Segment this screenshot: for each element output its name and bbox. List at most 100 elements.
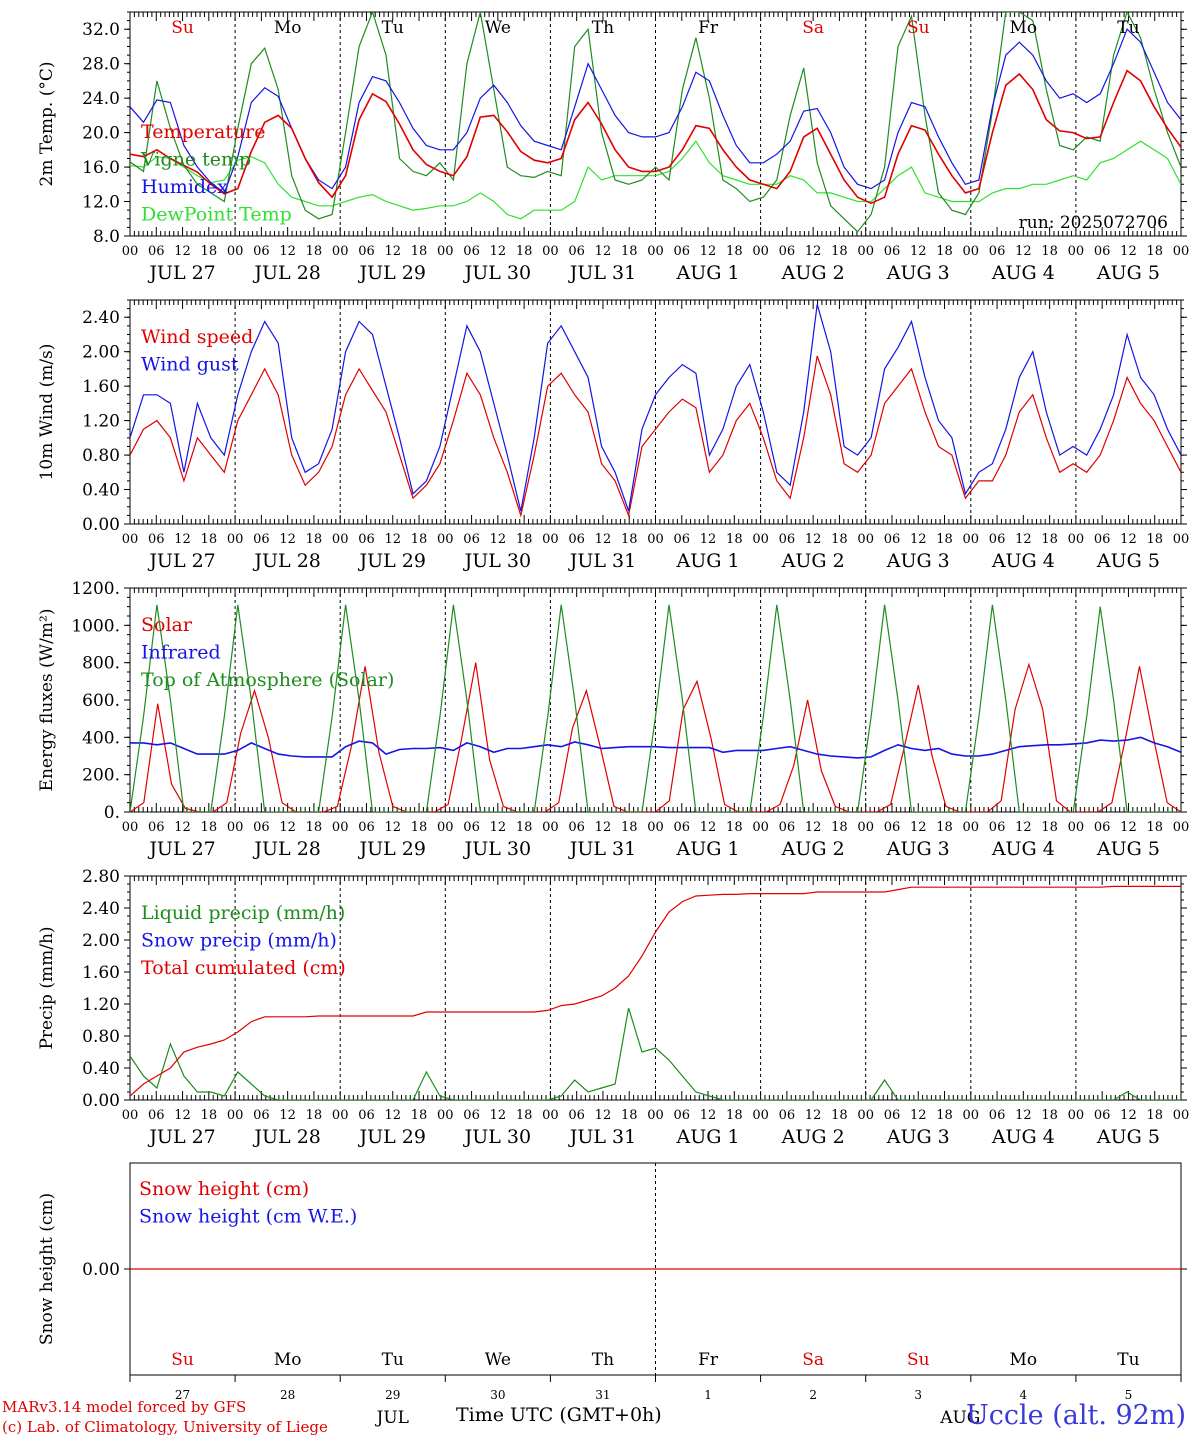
hour-label: 06 — [989, 820, 1006, 835]
hour-label: 12 — [1120, 820, 1137, 835]
hour-label: 12 — [174, 532, 191, 547]
hour-label: 12 — [805, 532, 822, 547]
series-line-wind-speed — [130, 355, 1181, 518]
hour-label: 12 — [700, 1108, 717, 1123]
legend-entry: Snow precip (mm/h) — [141, 930, 337, 952]
weekday-label-top: Su — [171, 18, 194, 38]
hour-label: 00 — [227, 1108, 244, 1123]
weekday-label-top: Su — [907, 18, 930, 38]
y-axis-label: 2m Temp. (°C) — [37, 61, 57, 186]
hour-label: 18 — [201, 532, 218, 547]
date-label: JUL 28 — [252, 1126, 320, 1148]
hour-label: 12 — [1015, 244, 1032, 259]
hour-label: 12 — [490, 820, 507, 835]
hour-label: 18 — [621, 244, 638, 259]
panel-2: 0.00 0.40 0.80 1.20 1.60 2.00 2.40 10m Wind (m/… — [37, 299, 1189, 572]
hour-label: 06 — [253, 820, 270, 835]
date-label: AUG 5 — [1096, 838, 1160, 860]
hour-label: 18 — [411, 1108, 428, 1123]
date-label: JUL 29 — [358, 838, 426, 860]
panel-5: 0.00 Snow height (cm) Snow height (cm) Snow… — [37, 1162, 1187, 1382]
hour-label: 18 — [201, 820, 218, 835]
hour-label: 06 — [779, 244, 796, 259]
legend-entry: Liquid precip (mm/h) — [141, 902, 345, 924]
hour-label: 00 — [542, 244, 559, 259]
day-number-label: 31 — [595, 1388, 610, 1402]
hour-label: 18 — [621, 1108, 638, 1123]
hour-label: 12 — [384, 1108, 401, 1123]
hour-label: 18 — [516, 1108, 533, 1123]
hour-label: 12 — [805, 244, 822, 259]
y-tick-label: 0.80 — [82, 446, 120, 466]
day-number-label: 4 — [1020, 1388, 1028, 1402]
day-number-label: 3 — [914, 1388, 922, 1402]
hour-label: 00 — [857, 244, 874, 259]
weekday-label-bottom: Mo — [1010, 1350, 1038, 1370]
legend-entry: DewPoint Temp — [141, 204, 292, 226]
weekday-label-bottom: Th — [592, 1350, 614, 1370]
hour-label: 00 — [332, 1108, 349, 1123]
y-tick-label: 2.40 — [82, 899, 120, 919]
month-label: JUL — [375, 1408, 409, 1428]
date-label: JUL 27 — [147, 262, 215, 284]
hour-label: 06 — [463, 532, 480, 547]
station-label: Uccle (alt. 92m) — [966, 1400, 1186, 1431]
hour-label: 18 — [831, 820, 848, 835]
weekday-label-top: Mo — [1010, 18, 1038, 38]
hour-label: 18 — [726, 1108, 743, 1123]
hour-label: 00 — [647, 244, 664, 259]
date-label: AUG 3 — [886, 550, 950, 572]
hour-label: 06 — [779, 1108, 796, 1123]
hour-label: 18 — [621, 820, 638, 835]
hour-label: 12 — [1015, 532, 1032, 547]
legend-entry: Snow height (cm) — [139, 1178, 309, 1200]
hour-label: 18 — [726, 244, 743, 259]
weekday-label-top: Tu — [382, 18, 404, 38]
hour-label: 06 — [148, 1108, 165, 1123]
hour-label: 12 — [910, 820, 927, 835]
weekday-label-top: Sa — [802, 18, 824, 38]
date-label: AUG 3 — [886, 262, 950, 284]
hour-label: 00 — [227, 244, 244, 259]
legend-entry: Solar — [141, 614, 193, 636]
day-number-label: 28 — [280, 1388, 295, 1402]
bottom-axis-label: Time UTC (GMT+0h) — [456, 1404, 662, 1426]
hour-label: 00 — [1068, 244, 1085, 259]
hour-label: 00 — [963, 820, 980, 835]
date-label: AUG 4 — [991, 262, 1055, 284]
y-tick-label: 24.0 — [82, 89, 120, 109]
hour-label: 00 — [752, 1108, 769, 1123]
series-line-infrared — [130, 736, 1181, 759]
date-label: JUL 29 — [358, 550, 426, 572]
hour-label: 06 — [463, 244, 480, 259]
hour-label: 06 — [358, 1108, 375, 1123]
date-label: AUG 2 — [781, 1126, 845, 1148]
hour-label: 00 — [963, 244, 980, 259]
series-line-wind-gust — [130, 304, 1181, 512]
day-number-label: 2 — [809, 1388, 817, 1402]
date-label: JUL 30 — [463, 1126, 531, 1148]
hour-label: 00 — [332, 244, 349, 259]
hour-label: 18 — [1041, 244, 1058, 259]
hour-label: 18 — [516, 244, 533, 259]
hour-label: 00 — [542, 532, 559, 547]
hour-label: 00 — [1068, 1108, 1085, 1123]
hour-label: 18 — [1041, 532, 1058, 547]
hour-label: 00 — [752, 532, 769, 547]
y-tick-label: 800. — [82, 654, 120, 674]
date-label: AUG 3 — [886, 1126, 950, 1148]
hour-label: 12 — [700, 820, 717, 835]
hour-label: 18 — [1041, 1108, 1058, 1123]
day-number-label: 27 — [175, 1388, 190, 1402]
date-label: AUG 4 — [991, 550, 1055, 572]
y-tick-label: 1000. — [71, 616, 120, 636]
hour-label: 06 — [253, 1108, 270, 1123]
hour-label: 18 — [516, 820, 533, 835]
weekday-label-top: Tu — [1117, 18, 1139, 38]
hour-label: 06 — [989, 244, 1006, 259]
legend-entry: Temperature — [141, 121, 265, 143]
hour-label: 00 — [122, 1108, 139, 1123]
date-label: JUL 30 — [463, 838, 531, 860]
hour-label: 00 — [1173, 1108, 1190, 1123]
credit-line-2: (c) Lab. of Climatology, University of L… — [2, 1418, 328, 1436]
